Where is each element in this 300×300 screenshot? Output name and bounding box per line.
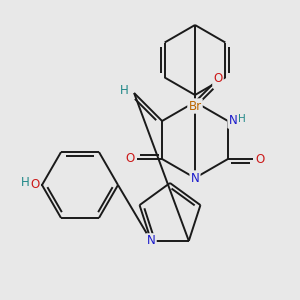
Text: N: N (190, 172, 200, 184)
Text: O: O (30, 178, 40, 191)
Text: H: H (21, 176, 29, 190)
Text: O: O (213, 73, 223, 85)
Text: H: H (120, 85, 128, 98)
Text: H: H (238, 114, 246, 124)
Text: N: N (229, 115, 237, 128)
Text: N: N (147, 234, 156, 248)
Text: Br: Br (188, 100, 202, 112)
Text: O: O (125, 152, 135, 166)
Text: O: O (255, 152, 265, 166)
